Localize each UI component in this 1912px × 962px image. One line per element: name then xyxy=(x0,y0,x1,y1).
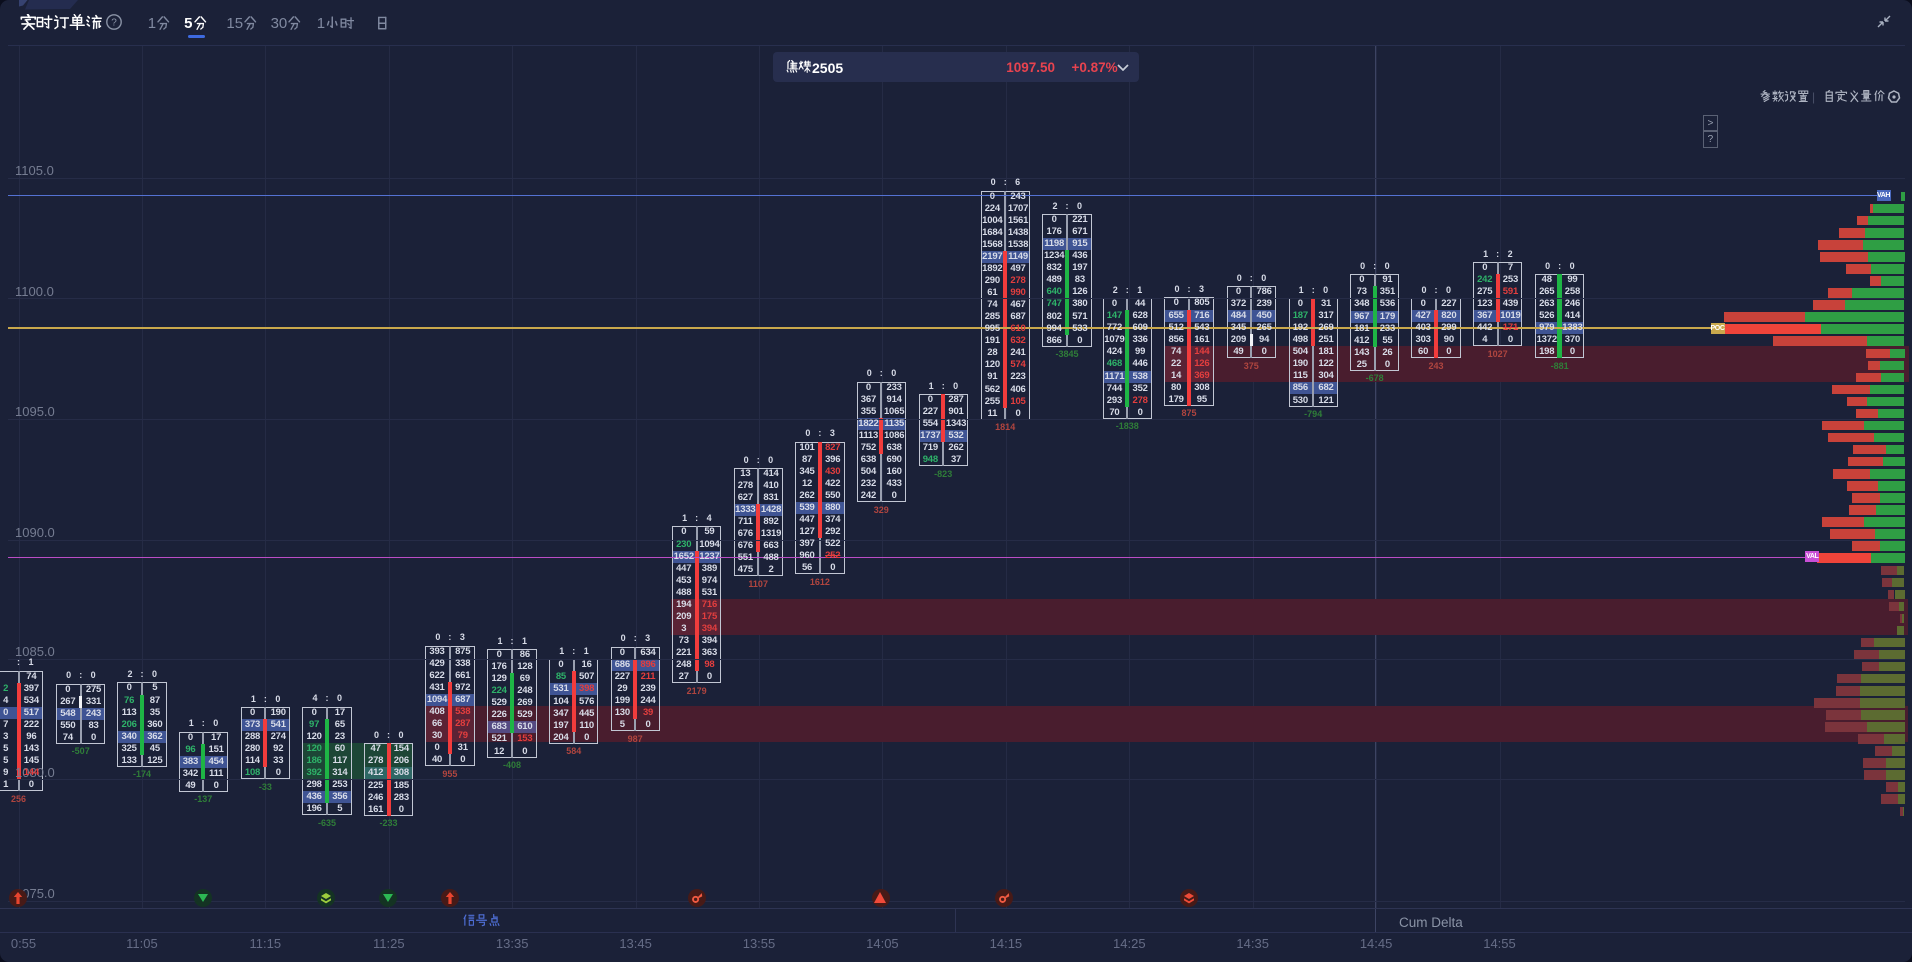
svg-text:?: ? xyxy=(111,18,117,29)
